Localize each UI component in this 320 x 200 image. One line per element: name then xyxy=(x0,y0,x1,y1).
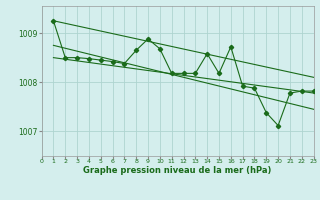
X-axis label: Graphe pression niveau de la mer (hPa): Graphe pression niveau de la mer (hPa) xyxy=(84,166,272,175)
